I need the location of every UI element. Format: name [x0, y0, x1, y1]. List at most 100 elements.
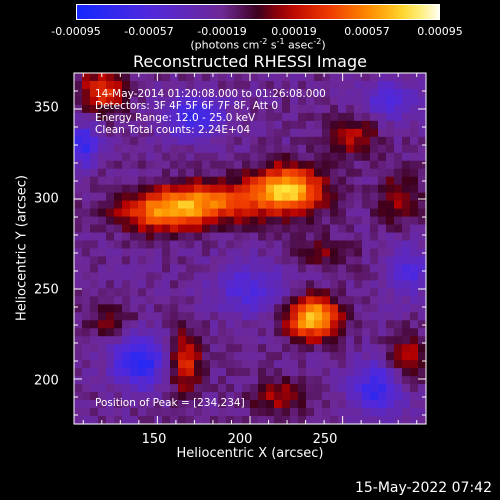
heatmap-cell	[386, 272, 395, 282]
heatmap-cell	[338, 160, 347, 170]
heatmap-cell	[282, 360, 291, 369]
heatmap-cell	[74, 80, 83, 90]
heatmap-cell	[282, 376, 291, 385]
heatmap-cell	[226, 392, 235, 401]
heatmap-cell	[162, 400, 171, 409]
heatmap-cell	[402, 224, 411, 234]
heatmap-cell	[210, 120, 219, 130]
heatmap-cell	[202, 320, 211, 329]
heatmap-cell	[282, 416, 291, 425]
heatmap-cell	[250, 152, 259, 162]
heatmap-cell	[130, 112, 139, 122]
heatmap-cell	[74, 328, 83, 337]
heatmap-cell	[410, 104, 419, 114]
heatmap-cell	[74, 96, 83, 106]
heatmap-cell	[170, 328, 179, 337]
heatmap-cell	[154, 208, 163, 218]
heatmap-cell	[162, 88, 171, 98]
heatmap-cell	[274, 280, 283, 289]
heatmap-cell	[386, 400, 395, 409]
heatmap-cell	[330, 384, 339, 393]
heatmap-cell	[98, 312, 107, 321]
heatmap-cell	[410, 184, 419, 194]
heatmap-cell	[282, 224, 291, 234]
heatmap-cell	[394, 136, 403, 146]
heatmap-cell	[154, 216, 163, 226]
heatmap-cell	[346, 176, 355, 186]
heatmap-cell	[122, 344, 131, 353]
heatmap-cell	[322, 73, 331, 82]
heatmap-cell	[378, 208, 387, 218]
heatmap-cell	[218, 280, 227, 289]
heatmap-cell	[370, 352, 379, 361]
heatmap-cell	[162, 296, 171, 305]
heatmap-cell	[162, 216, 171, 226]
heatmap-cell	[354, 160, 363, 170]
heatmap-cell	[322, 200, 331, 210]
heatmap-cell	[258, 232, 267, 242]
heatmap-cell	[138, 352, 147, 361]
heatmap-cell	[74, 216, 83, 226]
heatmap-cell	[362, 400, 371, 409]
heatmap-cell	[98, 88, 107, 98]
heatmap-cell	[250, 416, 259, 425]
heatmap-cell	[394, 248, 403, 258]
heatmap-cell	[234, 96, 243, 106]
heatmap-cell	[90, 312, 99, 321]
heatmap-cell	[106, 368, 115, 377]
heatmap-cell	[242, 328, 251, 337]
heatmap-cell	[146, 248, 155, 258]
heatmap-cell	[354, 408, 363, 417]
heatmap-cell	[98, 248, 107, 258]
heatmap-cell	[82, 73, 91, 82]
heatmap-cell	[346, 360, 355, 369]
heatmap-cell	[170, 384, 179, 393]
heatmap-cell	[162, 80, 171, 90]
heatmap-cell	[186, 304, 195, 313]
heatmap-cell	[90, 200, 99, 210]
heatmap-cell	[258, 112, 267, 122]
heatmap-cell	[338, 200, 347, 210]
heatmap-cell	[242, 416, 251, 425]
heatmap-cell	[346, 120, 355, 130]
heatmap-cell	[354, 392, 363, 401]
heatmap-cell	[210, 256, 219, 266]
heatmap-cell	[146, 152, 155, 162]
heatmap-cell	[330, 352, 339, 361]
heatmap-cell	[242, 120, 251, 130]
heatmap-cell	[226, 352, 235, 361]
heatmap-cell	[354, 336, 363, 345]
heatmap-cell	[330, 344, 339, 353]
heatmap-cell	[178, 224, 187, 234]
heatmap-cell	[98, 176, 107, 186]
heatmap-cell	[154, 168, 163, 178]
heatmap-cell	[130, 296, 139, 305]
heatmap-cell	[314, 200, 323, 210]
heatmap-cell	[234, 152, 243, 162]
heatmap-cell	[362, 224, 371, 234]
heatmap-cell	[162, 128, 171, 138]
heatmap-cell	[346, 288, 355, 297]
heatmap-cell	[274, 296, 283, 305]
heatmap-cell	[178, 160, 187, 170]
heatmap-cell	[234, 376, 243, 385]
heatmap-cell	[146, 360, 155, 369]
heatmap-cell	[370, 144, 379, 154]
heatmap-cell	[242, 320, 251, 329]
heatmap-cell	[282, 216, 291, 226]
heatmap-cell	[346, 112, 355, 122]
heatmap-cell	[346, 400, 355, 409]
heatmap-cell	[202, 112, 211, 122]
heatmap-cell	[330, 80, 339, 90]
heatmap-cell	[322, 160, 331, 170]
heatmap-cell	[242, 192, 251, 202]
heatmap-cell	[106, 344, 115, 353]
heatmap-cell	[106, 408, 115, 417]
heatmap-cell	[370, 288, 379, 297]
heatmap-cell	[298, 304, 307, 313]
heatmap-cell	[194, 120, 203, 130]
heatmap-cell	[154, 112, 163, 122]
heatmap-cell	[378, 136, 387, 146]
heatmap-cell	[122, 328, 131, 337]
heatmap-cell	[138, 136, 147, 146]
